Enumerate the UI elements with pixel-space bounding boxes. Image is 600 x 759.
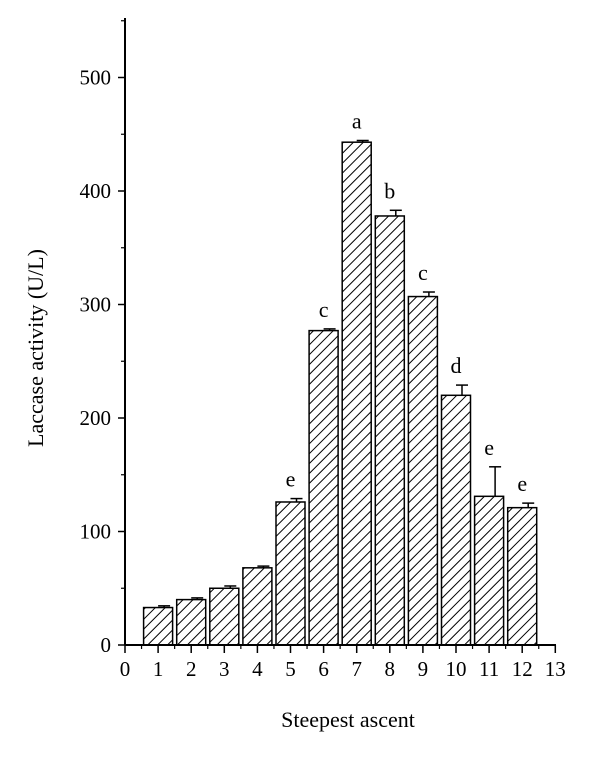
y-tick-label-100: 100 [80,520,112,544]
x-ticks-layer: 0 1 2 3 4 5 6 7 8 9 10 11 12 13 [120,645,566,681]
bar-7 [341,141,372,646]
bars-layer [142,141,538,646]
significance-label-6: c [319,297,329,322]
x-tick-label-10: 10 [446,657,467,681]
y-axis-title: Laccase activity (U/L) [23,249,48,447]
bar-8 [374,215,406,646]
significance-label-11: e [484,435,494,460]
y-tick-label-300: 300 [80,293,112,317]
x-tick-label-11: 11 [479,657,499,681]
y-tick-label-0: 0 [101,633,112,657]
significance-label-10: d [451,353,462,378]
bar-2 [175,598,207,646]
significance-label-8: b [384,178,395,203]
bar-3 [209,587,240,646]
significance-label-7: a [352,108,362,133]
bar-9 [407,295,439,646]
significance-label-9: c [418,260,428,285]
x-tick-label-4: 4 [252,657,263,681]
significance-label-12: e [517,471,527,496]
x-tick-label-8: 8 [385,657,396,681]
x-tick-label-1: 1 [153,657,164,681]
bar-5 [275,501,306,646]
y-tick-label-200: 200 [80,406,112,430]
bar-10 [440,394,472,646]
x-tick-label-7: 7 [351,657,362,681]
x-tick-label-12: 12 [512,657,533,681]
x-tick-label-0: 0 [120,657,131,681]
x-tick-label-6: 6 [318,657,329,681]
bar-6 [308,329,339,646]
x-tick-label-3: 3 [219,657,230,681]
bar-4 [242,567,273,646]
x-axis-title: Steepest ascent [281,707,415,732]
x-tick-label-5: 5 [285,657,296,681]
x-tick-label-2: 2 [186,657,197,681]
bar-11 [473,495,505,646]
y-tick-label-400: 400 [80,179,112,203]
y-ticks-layer: 0 100 200 300 400 500 [80,20,125,657]
x-tick-label-13: 13 [545,657,566,681]
bar-12 [506,506,538,646]
bar-1 [142,606,174,646]
x-tick-label-9: 9 [418,657,429,681]
y-tick-label-500: 500 [80,66,112,90]
error-bars-layer [158,139,535,608]
significance-label-5: e [286,467,296,492]
